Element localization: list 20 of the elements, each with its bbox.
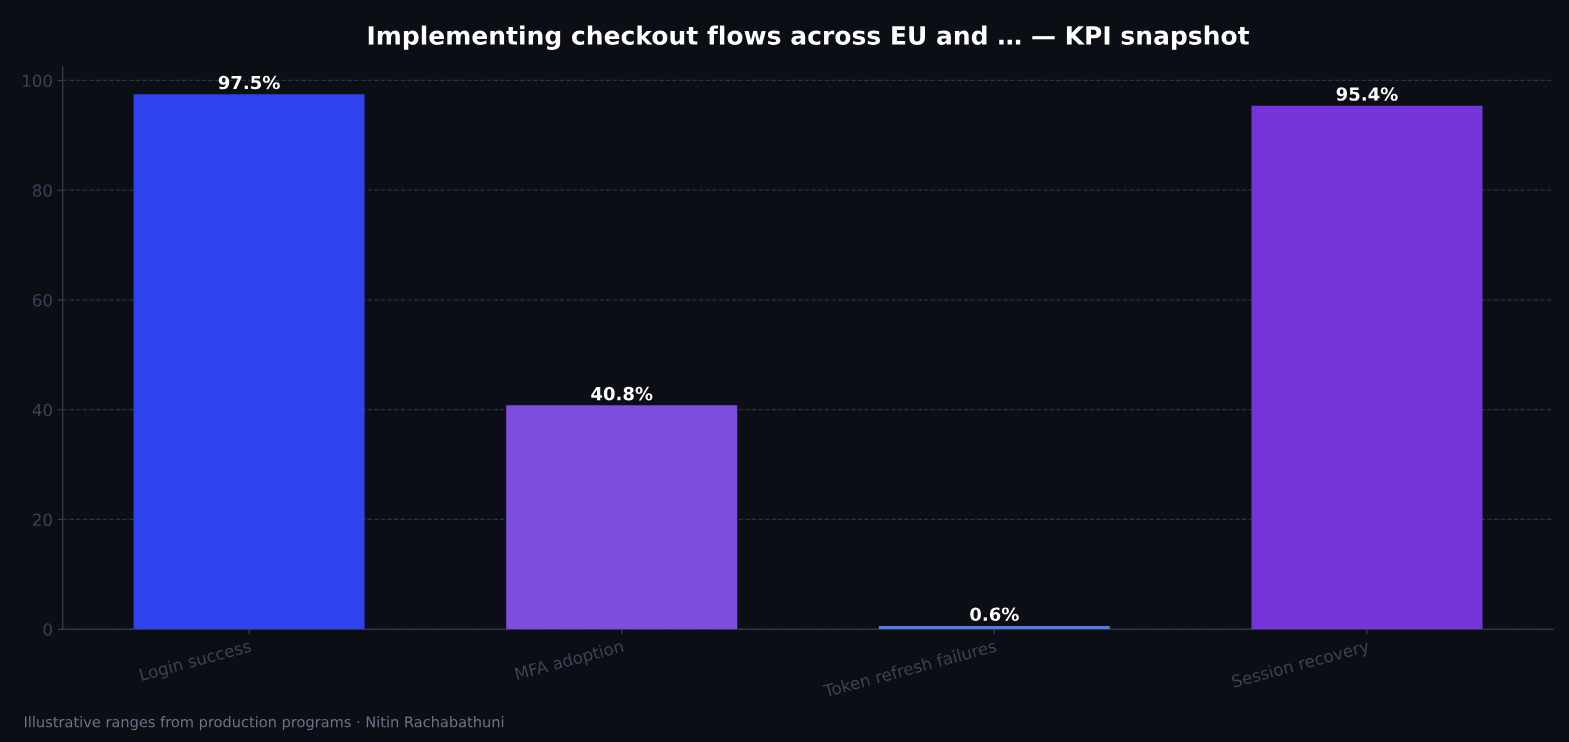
bar	[1251, 105, 1483, 630]
data-label: 0.6%	[970, 607, 1019, 622]
bar	[506, 405, 738, 630]
data-label: 97.5%	[218, 75, 280, 90]
data-label: 95.4%	[1336, 87, 1398, 101]
y-tick-label: 40	[32, 403, 52, 417]
y-tick-label: 60	[32, 293, 52, 307]
x-tick-label: MFA adoption	[514, 639, 625, 684]
data-label: 40.8%	[591, 386, 653, 401]
y-tick-label: 20	[33, 513, 52, 527]
y-tick-label: 100	[23, 74, 52, 88]
x-tick-label: Token refresh failures	[822, 639, 997, 698]
chart-title: Implementing checkout flows across EU and … — KPI snapshot	[368, 25, 1250, 50]
x-tick-label: Session recovery	[1231, 639, 1371, 691]
bar	[133, 94, 365, 630]
x-tick-label: Login success	[139, 639, 253, 684]
y-tick-label: 0	[43, 623, 52, 636]
y-tick-label: 80	[32, 184, 52, 197]
bar	[878, 625, 1110, 630]
text: Illustrative ranges from production programs · Nitin Rachabathuni	[24, 716, 504, 731]
